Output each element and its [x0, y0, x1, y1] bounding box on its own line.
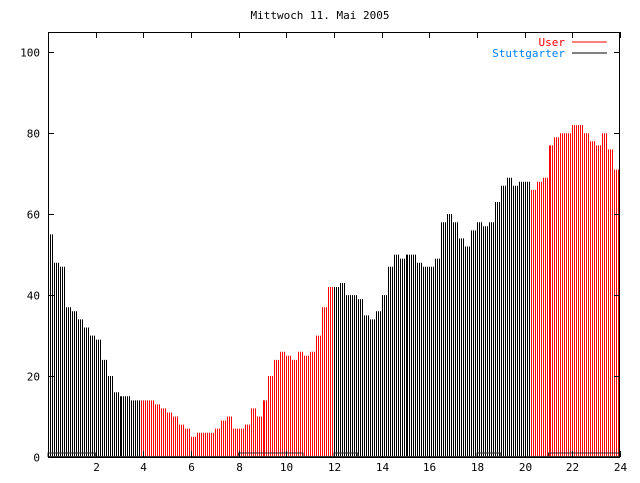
x-tick-label: 12 [328, 461, 341, 474]
x-tick-label: 10 [280, 461, 293, 474]
y-tick-label: 100 [20, 47, 40, 60]
legend-label-user: User [539, 36, 566, 49]
x-tick-label: 14 [376, 461, 390, 474]
x-tick-label: 16 [423, 461, 436, 474]
x-tick-label: 8 [236, 461, 243, 474]
chart-title: Mittwoch 11. Mai 2005 [250, 9, 389, 22]
x-tick-label: 6 [188, 461, 195, 474]
x-tick-label: 18 [471, 461, 484, 474]
y-tick-label: 80 [27, 128, 40, 141]
y-tick-label: 0 [33, 452, 40, 465]
bars [47, 125, 621, 457]
x-tick-label: 20 [519, 461, 532, 474]
legend-label-stuttgarter: Stuttgarter [492, 47, 565, 60]
x-tick-label: 4 [140, 461, 147, 474]
y-tick-label: 40 [27, 290, 40, 303]
x-tick-label: 24 [614, 461, 628, 474]
baseline-step [238, 452, 304, 457]
y-tick-label: 20 [27, 371, 40, 384]
legend: User Stuttgarter [492, 36, 607, 60]
y-tick-label: 60 [27, 209, 40, 222]
x-tick-label: 2 [93, 461, 100, 474]
x-tick-label: 22 [566, 461, 579, 474]
